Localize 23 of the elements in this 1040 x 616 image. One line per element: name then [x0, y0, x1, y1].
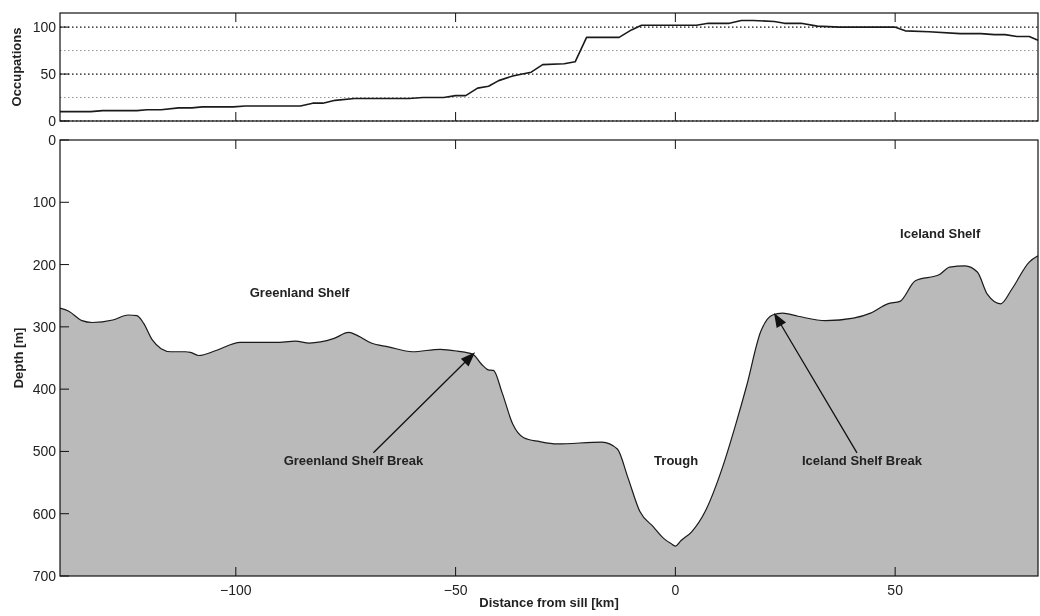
y-tick-label: 50 — [40, 66, 57, 83]
y-tick-label: 100 — [32, 19, 57, 36]
y-axis-title: Occupations — [9, 27, 24, 107]
y-tick-label: 400 — [32, 381, 57, 398]
y-tick-label: 200 — [32, 256, 57, 273]
y-tick-label: 0 — [48, 113, 57, 129]
x-tick-label: 50 — [887, 582, 904, 598]
annotation: Greenland Shelf Break — [283, 452, 424, 468]
y-tick-label: 0 — [48, 132, 57, 148]
y-tick-label: 300 — [32, 318, 57, 335]
annotation: Iceland Shelf — [900, 226, 981, 242]
x-tick-label: 0 — [671, 582, 680, 598]
y-tick-label: 600 — [32, 505, 57, 522]
x-axis-title: Distance from sill [km] — [479, 595, 619, 610]
y-tick-label: 500 — [32, 443, 57, 460]
annotation: Trough — [654, 452, 699, 468]
annotation: Greenland Shelf — [249, 284, 351, 300]
x-tick-label: −50 — [443, 582, 468, 598]
y-tick-label: 700 — [32, 568, 57, 584]
y-tick-label: 100 — [32, 194, 57, 211]
y-axis-title: Depth [m] — [11, 327, 26, 389]
annotation: Iceland Shelf Break — [801, 452, 923, 468]
x-tick-label: −100 — [220, 582, 252, 598]
